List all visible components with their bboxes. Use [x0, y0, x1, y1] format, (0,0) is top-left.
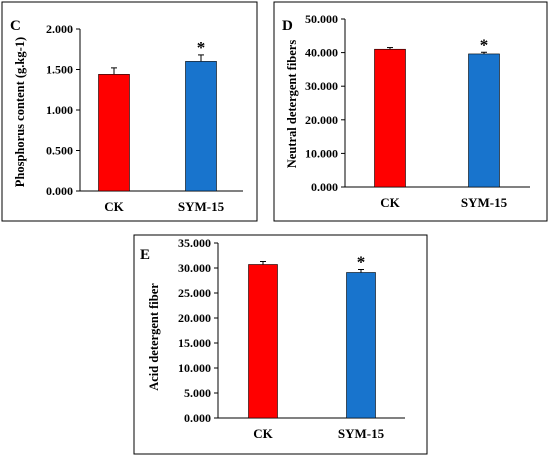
panel-c-category-label: SYM-15	[178, 199, 225, 214]
panel-e-y-tick-label: 10.000	[178, 361, 211, 375]
panel-e-y-axis-title: Acid detergent fiber	[147, 283, 161, 391]
panel-e-y-tick-label: 20.000	[178, 311, 211, 325]
panel-e-categories: CK SYM-15	[253, 426, 384, 441]
panel-e-y-tick-label: 30.000	[178, 261, 211, 275]
panel-c-y-tick-label: 1.000	[46, 103, 73, 117]
panel-d-frame	[273, 1, 548, 222]
panel-d-significance-mark: *	[480, 35, 489, 54]
panel-c: C Phosphorus content (g.kg-1) 0.000 0.500…	[1, 1, 258, 222]
panel-d-y-tick-label: 40.000	[305, 46, 338, 60]
panel-c-bar-ck	[98, 74, 130, 192]
panel-c-y-tick-label: 0.000	[46, 184, 73, 198]
panel-d-category-label: SYM-15	[461, 195, 508, 210]
panel-d-y-tick-label: 20.000	[305, 113, 338, 127]
panel-c-bars: *	[98, 38, 217, 192]
panel-d-y-tick-label: 0.000	[311, 180, 338, 194]
panel-c-y-ticks: 0.000 0.500 1.000 1.500 2.000	[46, 22, 80, 198]
panel-e-y-tick-label: 15.000	[178, 336, 211, 350]
panel-d-categories: CK SYM-15	[380, 195, 507, 210]
panel-d-y-tick-label: 10.000	[305, 146, 338, 160]
panel-e-category-label: SYM-15	[338, 426, 385, 441]
panel-e-bars: *	[248, 253, 376, 419]
panel-c-letter: C	[10, 18, 21, 34]
panel-e-y-tick-label: 35.000	[178, 236, 211, 250]
panel-e-y-tick-label: 0.000	[184, 411, 211, 425]
panel-e-category-label: CK	[253, 426, 273, 441]
panel-c-significance-mark: *	[197, 38, 206, 57]
panel-c-category-label: CK	[104, 199, 124, 214]
panel-d-bar-ck	[374, 48, 406, 188]
panel-e-y-tick-label: 25.000	[178, 286, 211, 300]
panel-e-y-tick-label: 5.000	[184, 386, 211, 400]
panel-e-letter: E	[140, 247, 150, 263]
panel-d-y-ticks: 0.000 10.000 20.000 30.000 40.000 50.000	[305, 12, 345, 194]
panel-c-y-axis-title: Phosphorus content (g.kg-1)	[13, 37, 27, 187]
panel-d-bars: *	[374, 35, 500, 188]
panel-d-letter: D	[282, 18, 293, 34]
panel-e: E Acid detergent fiber 0.000 5.000 10.000 1…	[133, 234, 428, 455]
panel-d-y-tick-label: 30.000	[305, 79, 338, 93]
panel-d-category-label: CK	[380, 195, 400, 210]
panel-d-y-tick-label: 50.000	[305, 12, 338, 26]
panel-d-y-axis-title: Neutral detergent fibers	[285, 40, 299, 169]
panel-c-y-tick-label: 2.000	[46, 22, 73, 36]
panel-e-y-ticks: 0.000 5.000 10.000 15.000 20.000 25.000 30.000…	[178, 236, 218, 425]
panel-e-bar-sym-15	[346, 272, 376, 419]
panel-e-significance-mark: *	[357, 253, 366, 272]
panel-c-y-tick-label: 1.500	[46, 63, 73, 77]
panel-d: D Neutral detergent fibers 0.000 10.000 20…	[273, 1, 548, 222]
panel-c-bar-sym-15	[185, 61, 217, 192]
panel-e-bar-ck	[248, 264, 278, 419]
panel-c-y-tick-label: 0.500	[46, 144, 73, 158]
panel-d-bar-sym-15	[468, 53, 500, 188]
panel-c-categories: CK SYM-15	[104, 199, 224, 214]
